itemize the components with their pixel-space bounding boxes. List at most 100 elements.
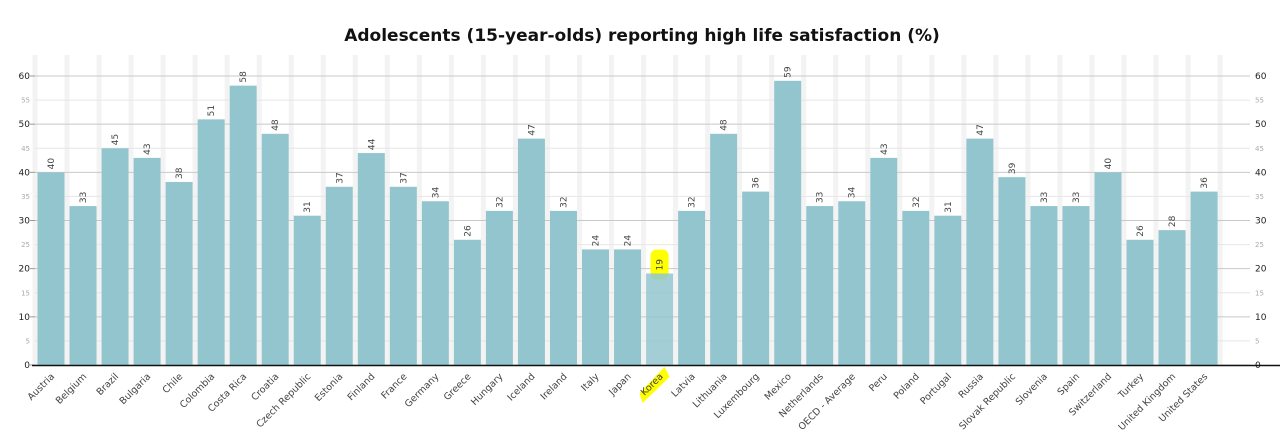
x-tick-label: Peru bbox=[867, 371, 890, 394]
y-tick-label-left: 60 bbox=[19, 72, 31, 82]
column-band bbox=[544, 55, 550, 365]
bar bbox=[517, 138, 545, 365]
bar bbox=[229, 85, 257, 365]
x-tick-label: United Kingdom bbox=[1116, 371, 1178, 433]
column-band bbox=[256, 55, 262, 365]
y-tick-label-left: 15 bbox=[21, 289, 30, 297]
x-tick-label: Russia bbox=[957, 371, 986, 400]
column-band bbox=[929, 55, 935, 365]
y-tick-label-left: 35 bbox=[21, 193, 30, 201]
y-tick-label-left: 50 bbox=[19, 120, 31, 130]
column-band bbox=[384, 55, 390, 365]
x-tick-label: OECD - Average bbox=[796, 371, 858, 433]
x-tick-label: Turkey bbox=[1116, 371, 1147, 402]
column-band bbox=[32, 55, 38, 365]
bar bbox=[806, 206, 834, 365]
column-band bbox=[1089, 55, 1095, 365]
x-tick-label: Latvia bbox=[669, 371, 697, 399]
bar bbox=[293, 215, 321, 365]
column-band bbox=[833, 55, 839, 365]
column-band bbox=[288, 55, 294, 365]
y-tick-label-left: 55 bbox=[21, 97, 30, 105]
data-label: 24 bbox=[624, 235, 634, 247]
data-label: 58 bbox=[239, 71, 249, 83]
x-tick-label: Slovak Republic bbox=[957, 371, 1018, 432]
data-label: 33 bbox=[816, 192, 826, 203]
data-label: 43 bbox=[143, 143, 153, 154]
data-label: 40 bbox=[1104, 158, 1114, 170]
bar bbox=[614, 249, 642, 365]
data-label: 38 bbox=[175, 167, 185, 179]
data-label: 37 bbox=[335, 172, 345, 183]
x-tick-label: Slovenia bbox=[1014, 371, 1050, 407]
x-tick-label: Spain bbox=[1056, 371, 1083, 398]
bar bbox=[582, 249, 610, 365]
x-tick-label: Croatia bbox=[249, 371, 281, 403]
column-band bbox=[480, 55, 486, 365]
bar bbox=[710, 133, 738, 365]
bar bbox=[934, 215, 962, 365]
column-band bbox=[897, 55, 903, 365]
column-band bbox=[1217, 55, 1223, 365]
column-band bbox=[673, 55, 679, 365]
bar bbox=[421, 201, 449, 365]
data-label: 33 bbox=[79, 192, 89, 203]
x-tick-label: France bbox=[379, 371, 409, 401]
bar bbox=[1030, 206, 1058, 365]
data-label: 44 bbox=[367, 138, 377, 150]
column-band bbox=[160, 55, 166, 365]
column-band bbox=[705, 55, 711, 365]
y-tick-label-right: 10 bbox=[1255, 313, 1267, 323]
y-tick-label-right: 60 bbox=[1255, 72, 1267, 82]
y-tick-label-right: 25 bbox=[1255, 241, 1264, 249]
data-label: 19 bbox=[656, 259, 666, 271]
x-tick-label: Bulgaria bbox=[118, 371, 154, 407]
x-tick-label: Chile bbox=[161, 371, 186, 396]
bar bbox=[646, 273, 674, 365]
data-label: 31 bbox=[303, 201, 313, 212]
column-band bbox=[1153, 55, 1159, 365]
bar bbox=[325, 186, 353, 365]
y-tick-label-right: 15 bbox=[1255, 289, 1264, 297]
column-band bbox=[865, 55, 871, 365]
column-band bbox=[64, 55, 70, 365]
y-tick-label-right: 20 bbox=[1255, 265, 1267, 275]
column-band bbox=[96, 55, 102, 365]
column-band bbox=[128, 55, 134, 365]
column-band bbox=[641, 55, 647, 365]
y-tick-label-left: 45 bbox=[21, 145, 30, 153]
data-label: 26 bbox=[1136, 225, 1146, 237]
data-label: 24 bbox=[592, 235, 602, 247]
data-label: 36 bbox=[752, 177, 762, 189]
column-band bbox=[961, 55, 967, 365]
column-band bbox=[192, 55, 198, 365]
data-label: 36 bbox=[1200, 177, 1210, 189]
data-label: 39 bbox=[1008, 162, 1018, 174]
x-tick-label: Ireland bbox=[539, 371, 570, 402]
x-tick-label: Brazil bbox=[95, 371, 122, 398]
x-tick-label: Czech Republic bbox=[254, 371, 313, 430]
bar bbox=[453, 239, 481, 365]
bar bbox=[389, 186, 417, 365]
bar bbox=[549, 210, 577, 365]
y-tick-label-left: 10 bbox=[19, 313, 31, 323]
y-tick-label-right: 5 bbox=[1255, 337, 1259, 345]
x-tick-label: Austria bbox=[26, 371, 58, 403]
y-tick-label-right: 45 bbox=[1255, 145, 1264, 153]
column-band bbox=[352, 55, 358, 365]
bar bbox=[742, 191, 770, 365]
data-label: 40 bbox=[47, 158, 57, 170]
data-label: 43 bbox=[880, 143, 890, 154]
data-label: 47 bbox=[527, 124, 537, 135]
y-tick-label-left: 25 bbox=[21, 241, 30, 249]
x-tick-label: Poland bbox=[892, 371, 922, 401]
x-tick-label: Belgium bbox=[54, 371, 89, 406]
highlight-marker bbox=[639, 367, 670, 403]
x-tick-label: Hungary bbox=[469, 371, 506, 408]
column-band bbox=[224, 55, 230, 365]
y-tick-label-right: 50 bbox=[1255, 120, 1267, 130]
column-band bbox=[1025, 55, 1031, 365]
bar bbox=[357, 153, 385, 365]
data-label: 34 bbox=[431, 187, 441, 199]
column-band bbox=[737, 55, 743, 365]
